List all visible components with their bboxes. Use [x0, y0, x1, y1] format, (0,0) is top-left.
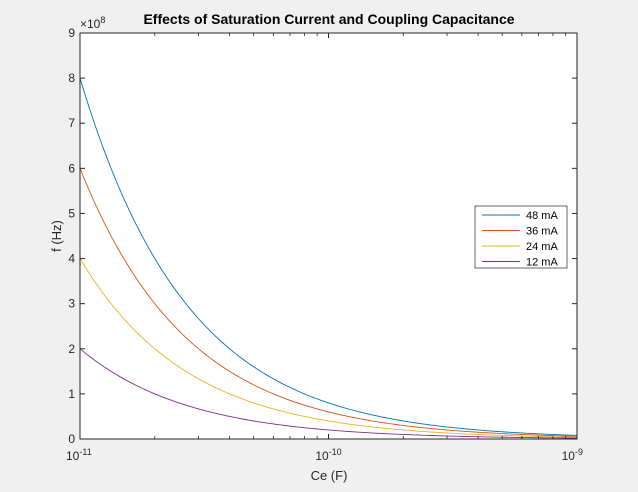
x-tick-label-2: 10-9	[562, 447, 583, 463]
y-exponent-label: ×108	[80, 15, 105, 31]
ticks-group: 0 1 2 3 4 5 6 7 8 9 10-11 10-10 10-9	[66, 26, 583, 463]
series-line-3	[79, 348, 578, 439]
legend-label-3: 12 mA	[526, 257, 558, 269]
y-exponent-base: ×10	[80, 17, 101, 31]
y-tick-label-0: 0	[68, 432, 75, 446]
series-line-1	[79, 168, 578, 437]
legend-label-1: 36 mA	[526, 226, 558, 238]
series-group	[79, 77, 578, 439]
y-tick-label-1: 1	[68, 387, 75, 401]
y-tick-label-4: 4	[68, 252, 75, 266]
y-exponent-power: 8	[100, 15, 105, 25]
x-axis-label: Ce (F)	[311, 468, 348, 483]
legend: 48 mA 36 mA 24 mA 12 mA	[474, 205, 568, 269]
legend-label-2: 24 mA	[526, 241, 558, 253]
y-axis-label: f (Hz)	[49, 220, 64, 252]
y-tick-label-3: 3	[68, 297, 75, 311]
y-tick-label-8: 8	[68, 71, 75, 85]
y-tick-label-7: 7	[68, 116, 75, 130]
y-tick-label-2: 2	[68, 342, 75, 356]
legend-box	[474, 205, 568, 269]
x-tick-label-1: 10-10	[315, 447, 341, 463]
series-line-0	[79, 77, 578, 436]
legend-label-0: 48 mA	[526, 210, 558, 222]
y-tick-label-6: 6	[68, 161, 75, 175]
y-tick-label-9: 9	[68, 26, 75, 40]
y-tick-label-5: 5	[68, 206, 75, 220]
x-tick-label-0: 10-11	[66, 447, 92, 463]
legend-entries: 48 mA 36 mA 24 mA 12 mA	[482, 210, 558, 269]
series-line-2	[79, 258, 578, 438]
chart-title: Effects of Saturation Current and Coupli…	[143, 11, 514, 27]
